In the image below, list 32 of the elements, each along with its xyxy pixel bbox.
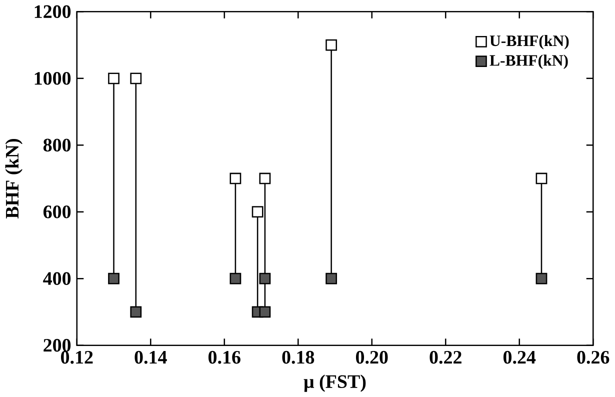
point xyxy=(108,272,120,284)
point xyxy=(326,272,338,284)
x-tick-label: 0.24 xyxy=(503,350,536,364)
legend-label: U-BHF(kN) xyxy=(490,34,569,50)
y-axis-title: BHF (kN) xyxy=(5,138,22,218)
y-tick-label: 200 xyxy=(44,338,71,352)
point xyxy=(108,72,120,84)
x-axis-title: μ (FST) xyxy=(304,374,366,392)
y-tick-label: 600 xyxy=(43,205,71,218)
point xyxy=(259,272,271,284)
y-tick-label: 1200 xyxy=(34,5,71,18)
point xyxy=(130,306,142,318)
point xyxy=(259,172,271,184)
point xyxy=(326,39,338,51)
x-tick-label: 0.12 xyxy=(61,350,93,364)
point xyxy=(252,206,264,218)
point xyxy=(130,72,142,84)
x-tick-label: 0.26 xyxy=(577,350,610,364)
x-tick-label: 0.22 xyxy=(430,350,462,364)
point xyxy=(259,306,271,318)
point xyxy=(536,172,548,184)
y-tick-label: 800 xyxy=(43,138,71,152)
y-tick-label: 400 xyxy=(43,272,71,285)
point xyxy=(536,272,548,284)
x-tick-label: 0.14 xyxy=(134,350,167,364)
x-tick-label: 0.18 xyxy=(282,350,314,364)
x-tick-label: 0.16 xyxy=(208,350,240,364)
legend-label: L-BHF(kN) xyxy=(490,54,568,69)
x-tick-label: 0.20 xyxy=(356,350,388,364)
point xyxy=(230,272,242,284)
y-tick-label: 1000 xyxy=(34,72,71,85)
point xyxy=(230,172,242,184)
